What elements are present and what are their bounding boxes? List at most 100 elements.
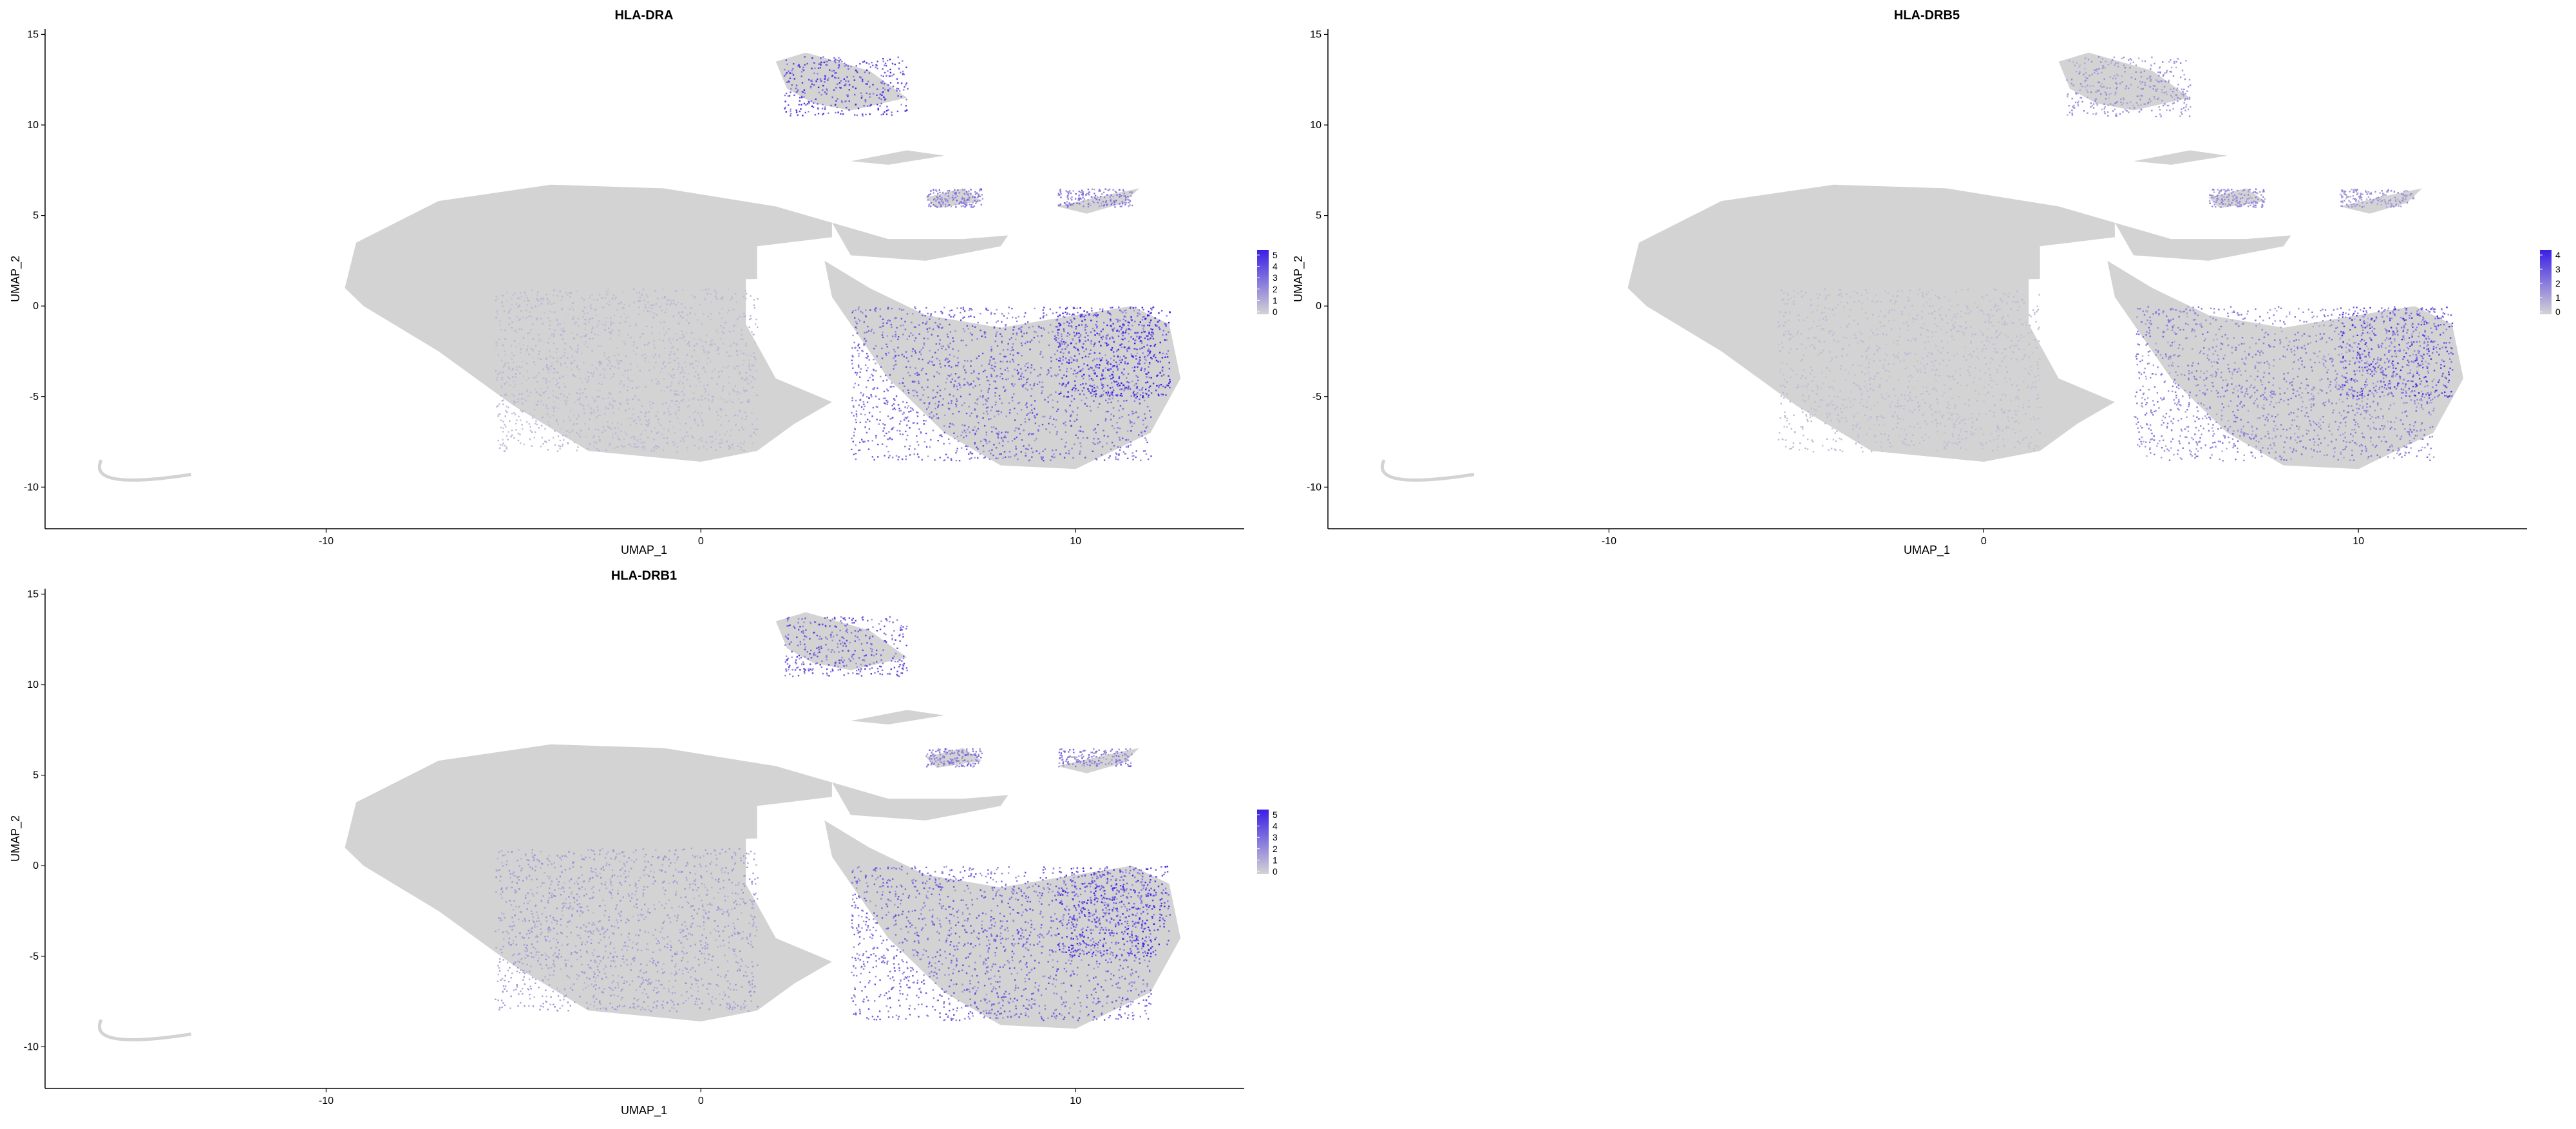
cell-point [889, 455, 891, 457]
cell-point [1047, 369, 1049, 371]
cell-point [956, 195, 958, 197]
cell-point [1084, 340, 1086, 342]
cell-point [1005, 437, 1007, 439]
cell-point [1117, 400, 1119, 402]
cell-point [874, 308, 876, 310]
cell-point [1065, 411, 1068, 413]
cell-point [1989, 316, 1991, 319]
cell-point [1139, 389, 1141, 391]
cell-point [801, 82, 804, 84]
cell-point [592, 327, 594, 329]
cell-point [607, 426, 609, 428]
cell-point [687, 435, 689, 437]
cell-point [1825, 316, 1827, 318]
cell-point [670, 300, 672, 302]
cell-point [1152, 333, 1154, 335]
cell-point [612, 322, 614, 324]
cell-point [1150, 350, 1151, 352]
cell-point [1050, 459, 1052, 461]
cell-point [1123, 324, 1125, 326]
cell-point [730, 430, 732, 432]
cell-point [636, 291, 638, 294]
cell-point [895, 330, 896, 333]
cell-point [638, 416, 639, 418]
cell-point [1094, 196, 1095, 198]
cell-point [869, 113, 871, 115]
cell-point [663, 428, 665, 430]
cell-point [850, 65, 852, 68]
cell-point [983, 331, 985, 333]
cell-point [860, 97, 863, 99]
cell-point [972, 429, 974, 431]
cell-point [1077, 349, 1079, 352]
cell-point [617, 422, 619, 424]
cell-point [948, 365, 950, 367]
cell-point [902, 433, 904, 435]
cell-point [609, 442, 611, 445]
cell-point [2012, 428, 2014, 430]
cell-point [1074, 398, 1075, 400]
cell-point [1900, 290, 1903, 292]
cell-point [902, 60, 904, 62]
cell-point [970, 308, 972, 310]
cell-point [966, 448, 968, 450]
cell-point [557, 397, 559, 399]
cell-point [1049, 432, 1051, 433]
cell-point [855, 421, 857, 424]
cell-point [876, 355, 878, 357]
cell-point [914, 390, 916, 392]
cell-point [929, 327, 931, 329]
cell-point [960, 386, 961, 388]
cell-point [1063, 374, 1065, 376]
cell-point [2009, 378, 2011, 380]
cell-point [1989, 374, 1991, 376]
cell-point [1132, 307, 1135, 309]
cell-point [1092, 385, 1094, 388]
cell-point [947, 336, 949, 338]
cell-point [855, 372, 857, 374]
cell-point [1004, 369, 1006, 371]
cell-point [1948, 299, 1951, 301]
cell-point [500, 426, 502, 429]
cell-point [516, 419, 518, 421]
cell-point [1829, 351, 1831, 353]
cell-point [910, 410, 912, 412]
cell-point [1148, 314, 1150, 316]
cell-point [963, 430, 965, 432]
cell-point [513, 386, 515, 388]
cell-point [511, 358, 513, 360]
cell-point [538, 372, 540, 374]
cell-point [1928, 393, 1931, 395]
cell-point [650, 304, 652, 307]
cell-point [1042, 356, 1044, 358]
cell-point [977, 398, 979, 400]
cell-point [1053, 418, 1055, 420]
cell-point [549, 328, 551, 330]
cell-point [1065, 421, 1066, 423]
cell-point [1147, 396, 1150, 398]
cell-point [863, 344, 865, 346]
cell-point [960, 395, 962, 397]
y-tick-label: 0 [33, 301, 39, 312]
cell-point [578, 399, 580, 401]
cell-point [956, 450, 958, 452]
cell-point [990, 374, 992, 375]
cell-point [1005, 378, 1007, 381]
cell-point [1888, 319, 1890, 322]
cell-point [655, 415, 657, 417]
cell-point [936, 392, 938, 394]
cell-point [556, 420, 558, 422]
cell-point [1107, 392, 1110, 394]
cell-point [1129, 388, 1132, 390]
cell-point [1043, 307, 1045, 308]
cell-point [1070, 356, 1072, 358]
cell-point [540, 395, 542, 397]
cell-point [947, 402, 950, 404]
cell-point [1030, 447, 1033, 450]
cell-point [699, 415, 701, 417]
cell-point [858, 306, 860, 308]
cell-point [1105, 337, 1107, 339]
cell-point [884, 397, 886, 399]
cell-point [1020, 378, 1023, 380]
cell-point [939, 363, 941, 365]
